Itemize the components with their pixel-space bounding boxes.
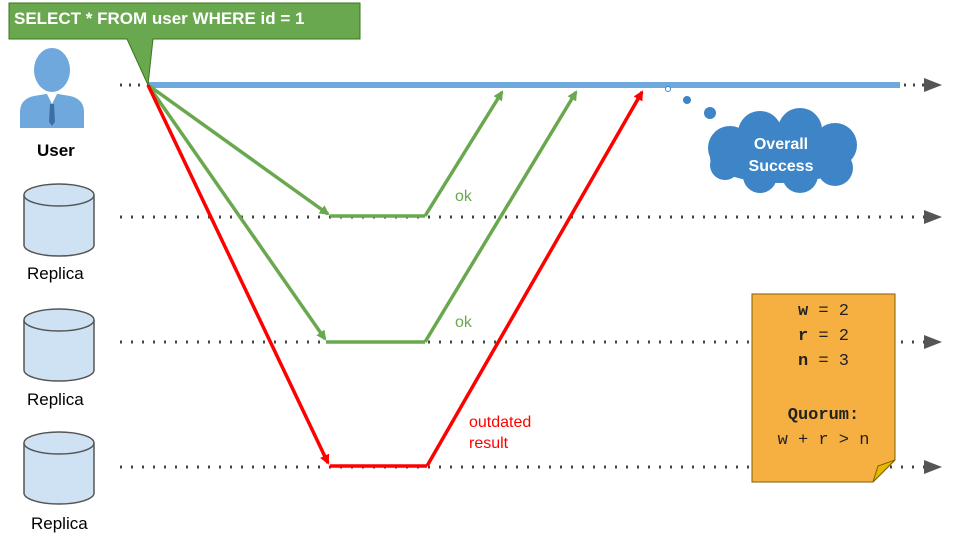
- response-label-replica-2: ok: [455, 314, 472, 331]
- actor-label-replica-2: Replica: [27, 390, 84, 409]
- quorum-note-text: w = 2 r = 2 n = 3 Quorum: w + r > n: [752, 294, 895, 482]
- timeline-arrowhead-icon: [924, 78, 942, 92]
- timeline-arrowhead-icon: [924, 210, 942, 224]
- response-label-replica-1: ok: [455, 188, 472, 205]
- response-line-2: result: [469, 435, 509, 452]
- timeline-arrowhead-icon: [924, 460, 942, 474]
- note-n-eq: =: [818, 352, 829, 371]
- note-title: Quorum:: [787, 406, 860, 425]
- note-w-value: 2: [838, 302, 849, 321]
- thought-text: Overall Success: [706, 134, 856, 178]
- note-w-eq: =: [818, 302, 829, 321]
- user-icon: [20, 48, 84, 128]
- actor-label-replica-3: Replica: [31, 514, 88, 533]
- ok-path-replica-1: [146, 83, 504, 218]
- timeline-arrowhead-icon: [924, 335, 942, 349]
- query-text: SELECT * FROM user WHERE id = 1: [14, 9, 305, 28]
- database-icon: [23, 308, 95, 382]
- actor-label-user: User: [37, 141, 75, 160]
- note-row-w: w = 2: [752, 302, 895, 321]
- note-r-eq: =: [818, 327, 829, 346]
- note-row-n: n = 3: [752, 352, 895, 371]
- response-label-replica-3: outdated result: [469, 412, 531, 454]
- timeline-replica-1: [120, 210, 942, 224]
- note-r-value: 2: [838, 327, 849, 346]
- thought-cloud: [665, 86, 857, 193]
- note-r-key: r: [797, 327, 809, 346]
- actor-label-replica-1: Replica: [27, 264, 84, 283]
- quorum-note: [751, 293, 896, 483]
- timeline-replica-2: [120, 335, 942, 349]
- timeline-user: [120, 78, 942, 92]
- query-callout: [8, 2, 361, 87]
- ok-path-replica-2: [146, 83, 578, 344]
- database-icon: [23, 183, 95, 257]
- thought-line-1: Overall: [753, 136, 809, 153]
- database-icon: [23, 431, 95, 505]
- note-n-key: n: [797, 352, 809, 371]
- note-n-value: 3: [838, 352, 849, 371]
- outdated-path-replica-3: [146, 84, 644, 468]
- note-row-r: r = 2: [752, 327, 895, 346]
- note-formula: w + r > n: [777, 431, 870, 450]
- response-line-1: outdated: [469, 414, 532, 431]
- timeline-replica-3: [120, 460, 942, 474]
- note-w-key: w: [797, 302, 809, 321]
- thought-line-2: Success: [748, 158, 814, 175]
